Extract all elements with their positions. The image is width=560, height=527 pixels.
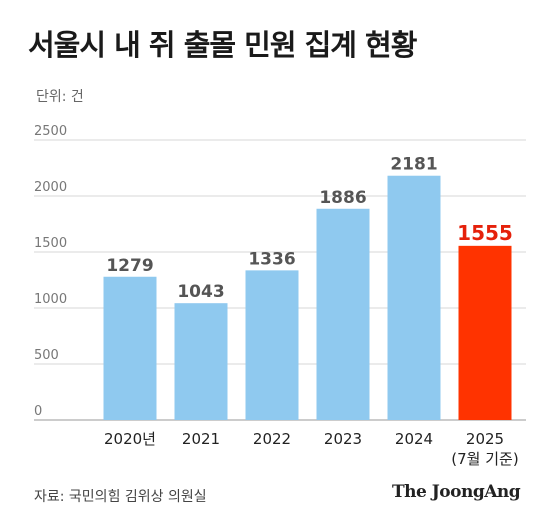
x-tick-label: 2024 [395,430,433,448]
data-label: 1336 [248,249,295,269]
y-tick-label: 2500 [34,124,67,139]
data-label: 1886 [319,188,366,208]
y-tick-label: 2000 [34,180,67,195]
bar [245,270,299,420]
data-label: 1043 [177,282,224,302]
unit-label: 단위: 건 [36,89,84,105]
bar [458,245,512,420]
bar [387,175,441,420]
bar [103,276,157,420]
y-tick-label: 1000 [34,292,67,307]
y-tick-label: 1500 [34,236,67,251]
data-label: 1279 [106,256,153,276]
source-note: 자료: 국민의힘 김위상 의원실 [34,489,207,505]
data-label: 2181 [390,155,437,175]
x-tick-label: 2021 [182,430,220,448]
chart-title: 서울시 내 쥐 출몰 민원 집계 현황 [28,28,417,62]
y-tick-label: 0 [34,404,42,419]
bar [174,303,228,420]
x-tick-sublabel: (7월 기준) [451,450,518,468]
x-tick-label: 2022 [253,430,291,448]
bar [316,208,370,420]
x-tick-label: 2025 [466,430,504,448]
data-label: 1555 [457,221,513,245]
y-tick-label: 500 [34,348,59,363]
brand-logo: The JoongAng [392,482,521,502]
bar-chart: 0 500 1000 1500 2000 2500 1279 2020년 1043 2021 133… [34,124,526,468]
x-tick-label: 2020년 [104,430,156,448]
x-tick-label: 2023 [324,430,362,448]
